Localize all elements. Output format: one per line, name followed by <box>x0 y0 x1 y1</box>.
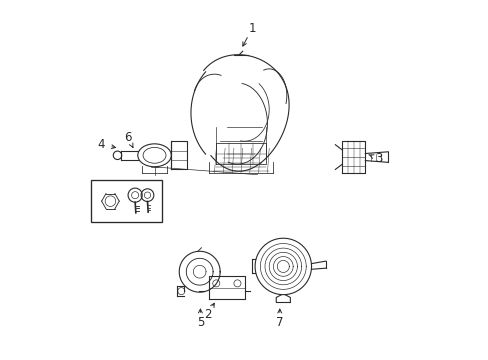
Text: 7: 7 <box>275 316 283 329</box>
Text: 6: 6 <box>124 131 132 144</box>
Text: 4: 4 <box>98 138 105 151</box>
Text: 1: 1 <box>248 22 256 35</box>
Text: 2: 2 <box>203 308 211 321</box>
Bar <box>91 180 161 222</box>
Text: 5: 5 <box>196 316 203 329</box>
Text: 3: 3 <box>374 152 382 165</box>
